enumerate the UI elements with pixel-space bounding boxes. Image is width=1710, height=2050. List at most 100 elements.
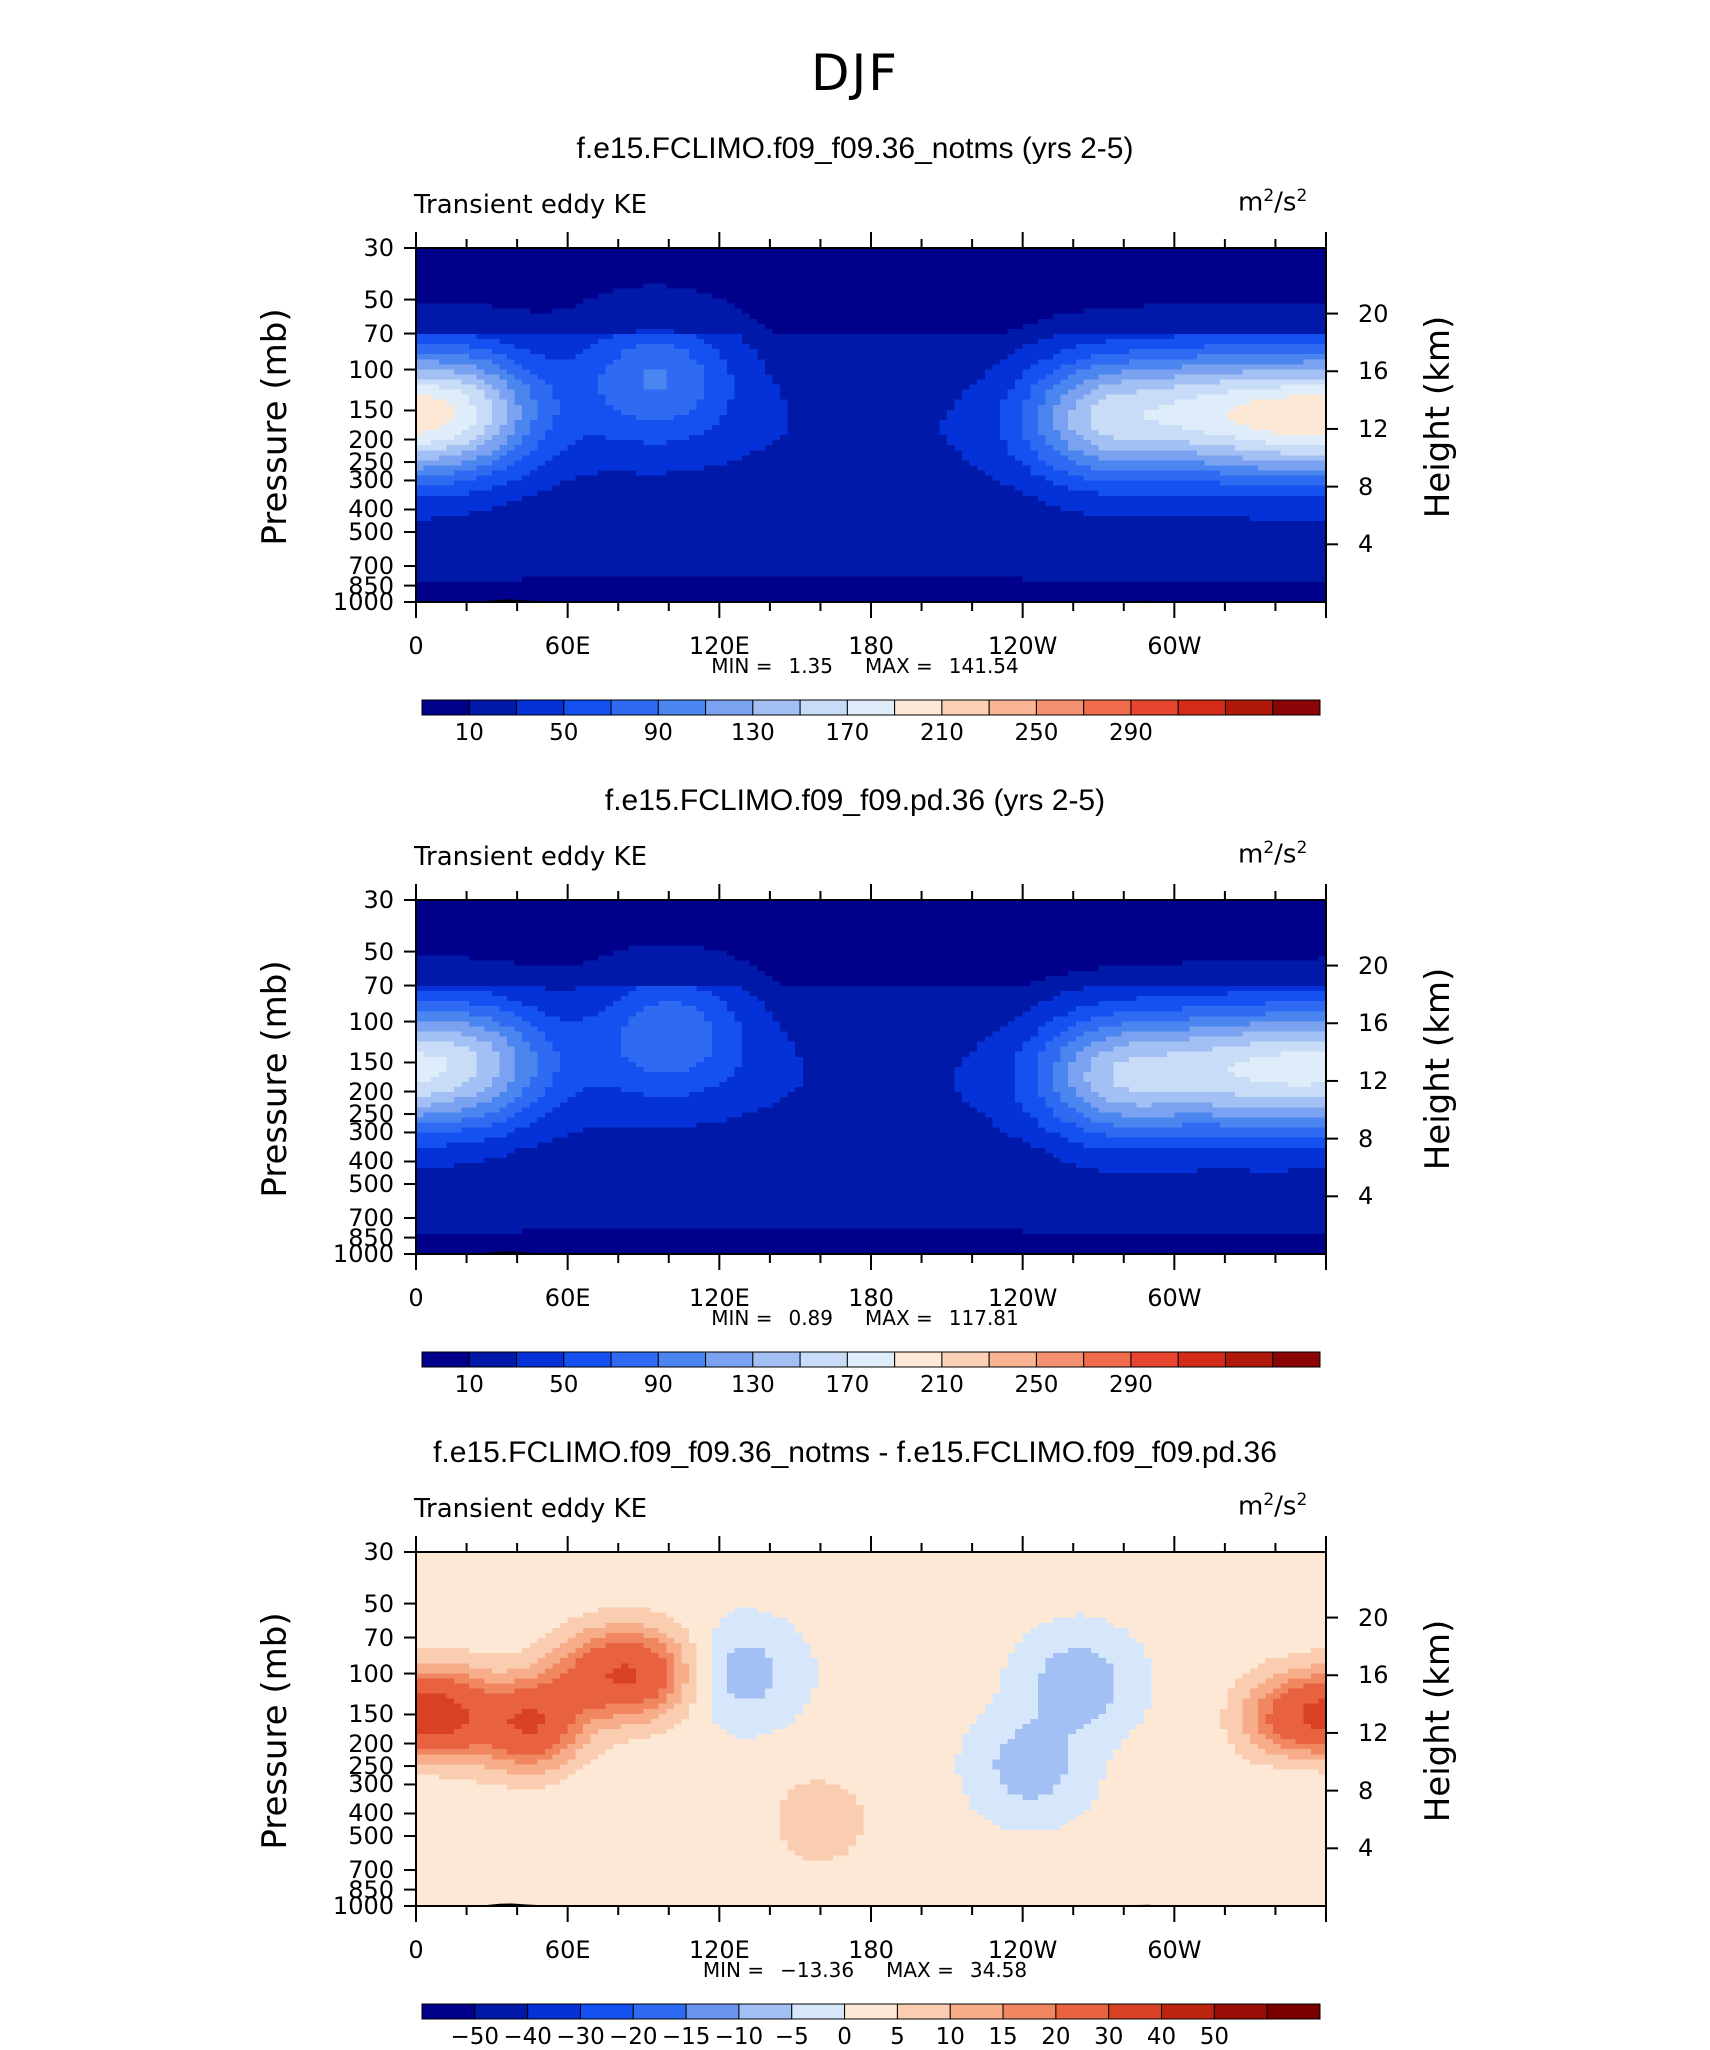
- field-cell: [651, 597, 659, 603]
- field-cell: [644, 471, 652, 477]
- field-cell: [681, 415, 689, 421]
- field-cell: [469, 455, 477, 461]
- field-cell: [659, 521, 667, 527]
- field-cell: [644, 445, 652, 451]
- field-cell: [575, 400, 583, 406]
- field-cell: [568, 359, 576, 365]
- field-cell: [674, 263, 682, 269]
- field-cell: [439, 385, 447, 391]
- field-cell: [636, 511, 644, 517]
- field-cell: [628, 369, 636, 375]
- field-cell: [590, 572, 598, 578]
- field-cell: [446, 253, 454, 259]
- field-cell: [439, 314, 447, 320]
- field-cell: [499, 410, 507, 416]
- field-cell: [575, 319, 583, 325]
- field-cell: [431, 374, 439, 380]
- field-cell: [416, 496, 424, 502]
- field-cell: [431, 425, 439, 431]
- field-cell: [469, 511, 477, 517]
- field-cell: [454, 501, 462, 507]
- field-cell: [606, 253, 614, 259]
- field-cell: [477, 521, 485, 527]
- field-cell: [606, 273, 614, 279]
- field-cell: [424, 541, 432, 547]
- field-cell: [446, 536, 454, 542]
- field-cell: [537, 460, 545, 466]
- field-cell: [454, 567, 462, 573]
- field-cell: [545, 268, 553, 274]
- field-cell: [439, 390, 447, 396]
- field-cell: [545, 324, 553, 330]
- field-cell: [644, 577, 652, 583]
- field-cell: [462, 415, 470, 421]
- field-cell: [431, 521, 439, 527]
- field-cell: [424, 476, 432, 482]
- field-cell: [575, 309, 583, 315]
- field-cell: [454, 268, 462, 274]
- field-cell: [583, 516, 591, 522]
- field-cell: [477, 511, 485, 517]
- field-cell: [424, 562, 432, 568]
- field-cell: [446, 491, 454, 497]
- field-cell: [454, 294, 462, 300]
- field-cell: [590, 486, 598, 492]
- field-cell: [507, 557, 515, 563]
- field-cell: [469, 405, 477, 411]
- field-cell: [492, 577, 500, 583]
- field-cell: [598, 435, 606, 441]
- field-cell: [522, 420, 530, 426]
- field-cell: [439, 410, 447, 416]
- field-cell: [507, 531, 515, 537]
- field-cell: [477, 491, 485, 497]
- field-cell: [416, 364, 424, 370]
- field-cell: [644, 531, 652, 537]
- field-cell: [560, 455, 568, 461]
- field-cell: [522, 400, 530, 406]
- field-cell: [492, 395, 500, 401]
- field-cell: [575, 562, 583, 568]
- field-cell: [492, 253, 500, 259]
- field-cell: [431, 380, 439, 386]
- field-cell: [681, 253, 689, 259]
- field-cell: [515, 273, 523, 279]
- field-cell: [454, 536, 462, 542]
- field-cell: [515, 405, 523, 411]
- field-cell: [621, 551, 629, 557]
- field-cell: [477, 364, 485, 370]
- field-cell: [666, 369, 674, 375]
- field-cell: [613, 597, 621, 603]
- field-cell: [515, 471, 523, 477]
- field-cell: [560, 597, 568, 603]
- field-cell: [628, 501, 636, 507]
- field-cell: [666, 491, 674, 497]
- field-cell: [492, 455, 500, 461]
- field-cell: [499, 491, 507, 497]
- field-cell: [590, 400, 598, 406]
- field-cell: [462, 455, 470, 461]
- field-cell: [621, 359, 629, 365]
- field-cell: [446, 435, 454, 441]
- field-cell: [636, 516, 644, 522]
- field-cell: [590, 557, 598, 563]
- field-cell: [666, 385, 674, 391]
- field-cell: [537, 334, 545, 340]
- field-cell: [681, 450, 689, 456]
- field-cell: [499, 329, 507, 335]
- field-cell: [484, 531, 492, 537]
- field-cell: [621, 531, 629, 537]
- field-cell: [530, 359, 538, 365]
- field-cell: [462, 339, 470, 345]
- field-cell: [666, 572, 674, 578]
- field-cell: [424, 551, 432, 557]
- field-cell: [424, 334, 432, 340]
- field-cell: [530, 567, 538, 573]
- field-cell: [674, 253, 682, 259]
- field-cell: [636, 349, 644, 355]
- field-cell: [621, 329, 629, 335]
- field-cell: [499, 344, 507, 350]
- field-cell: [674, 299, 682, 305]
- field-cell: [575, 455, 583, 461]
- field-cell: [454, 582, 462, 588]
- field-cell: [651, 405, 659, 411]
